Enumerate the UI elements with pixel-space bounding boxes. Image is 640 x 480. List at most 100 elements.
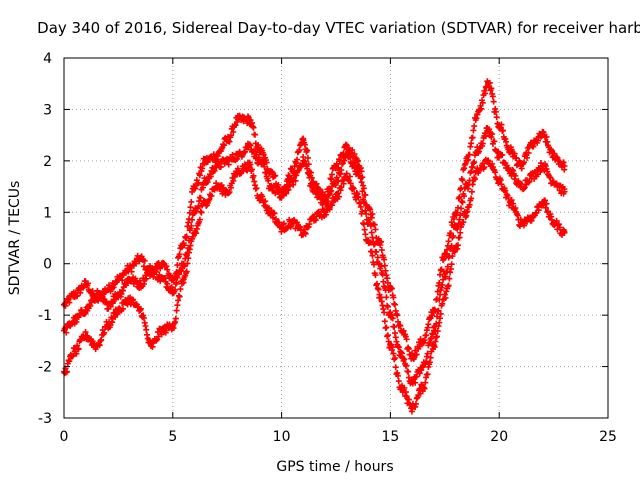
y-axis-label: SDTVAR / TECUs	[7, 181, 23, 296]
trace-marker	[446, 275, 453, 282]
trace-marker	[405, 368, 412, 375]
trace-marker	[313, 188, 320, 195]
trace-marker	[176, 251, 183, 258]
trace-marker	[454, 242, 461, 249]
trace-marker	[335, 164, 342, 171]
trace-marker	[249, 166, 256, 173]
trace-marker	[463, 212, 470, 219]
trace-marker	[369, 210, 376, 217]
series-lower-trace	[61, 156, 568, 415]
trace-marker	[384, 332, 391, 339]
trace-marker	[173, 279, 180, 286]
trace-marker	[208, 192, 215, 199]
trace-marker	[413, 351, 420, 358]
x-tick-label: 0	[60, 429, 69, 445]
trace-marker	[349, 147, 356, 154]
trace-marker	[228, 132, 235, 139]
trace-marker	[442, 294, 449, 301]
trace-marker	[500, 127, 507, 134]
trace-marker	[405, 345, 412, 352]
chart-title: Day 340 of 2016, Sidereal Day-to-day VTE…	[37, 19, 640, 37]
trace-marker	[408, 408, 415, 415]
trace-marker	[434, 288, 441, 295]
trace-marker	[416, 343, 423, 350]
trace-marker	[521, 184, 528, 191]
trace-marker	[525, 149, 532, 156]
trace-marker	[457, 229, 464, 236]
trace-marker	[181, 263, 188, 270]
trace-marker	[183, 268, 190, 275]
trace-marker	[367, 206, 374, 213]
trace-marker	[101, 329, 108, 336]
trace-marker	[195, 203, 202, 210]
trace-marker	[304, 147, 311, 154]
trace-marker	[524, 154, 531, 161]
trace-marker	[292, 177, 299, 184]
trace-marker	[561, 186, 568, 193]
x-tick-label: 10	[273, 429, 291, 445]
trace-marker	[300, 135, 307, 142]
trace-marker	[358, 179, 365, 186]
data-series	[61, 78, 568, 415]
trace-marker	[372, 226, 379, 233]
trace-marker	[304, 154, 311, 161]
series-middle-trace	[61, 124, 568, 387]
trace-marker	[234, 155, 241, 162]
trace-marker	[253, 185, 260, 192]
trace-marker	[433, 333, 440, 340]
trace-marker	[502, 187, 509, 194]
trace-marker	[332, 181, 339, 188]
trace-marker	[250, 172, 257, 179]
trace-marker	[369, 252, 376, 259]
trace-marker	[140, 263, 147, 270]
trace-marker	[479, 140, 486, 147]
trace-marker	[343, 170, 350, 177]
plot-frame	[63, 57, 609, 419]
trace-marker	[169, 323, 176, 330]
trace-marker	[486, 126, 493, 133]
trace-marker	[176, 293, 183, 300]
trace-marker	[174, 262, 181, 269]
trace-marker	[462, 160, 469, 167]
trace-marker	[489, 131, 496, 138]
trace-marker	[441, 291, 448, 298]
trace-marker	[528, 217, 535, 224]
trace-marker	[485, 157, 492, 164]
trace-marker	[468, 195, 475, 202]
trace-marker	[383, 324, 390, 331]
trace-marker	[280, 220, 287, 227]
trace-marker	[189, 216, 196, 223]
trace-marker	[468, 188, 475, 195]
trace-marker	[521, 159, 528, 166]
trace-marker	[445, 238, 452, 245]
trace-marker	[434, 328, 441, 335]
trace-marker	[457, 212, 464, 219]
trace-marker	[207, 173, 214, 180]
trace-marker	[493, 114, 500, 121]
trace-marker	[359, 208, 366, 215]
trace-marker	[412, 379, 419, 386]
trace-marker	[73, 318, 80, 325]
trace-marker	[153, 268, 160, 275]
trace-marker	[168, 284, 175, 291]
trace-marker	[384, 303, 391, 310]
trace-marker	[508, 197, 515, 204]
trace-marker	[285, 186, 292, 193]
trace-marker	[367, 239, 374, 246]
y-tick-label: 0	[43, 257, 52, 273]
trace-marker	[521, 222, 528, 229]
trace-marker	[247, 161, 254, 168]
trace-marker	[360, 221, 367, 228]
trace-marker	[561, 166, 568, 173]
trace-marker	[556, 224, 563, 231]
trace-marker	[188, 198, 195, 205]
trace-marker	[230, 177, 237, 184]
trace-marker	[445, 282, 452, 289]
trace-marker	[456, 194, 463, 201]
trace-marker	[181, 242, 188, 249]
trace-marker	[412, 400, 419, 407]
trace-marker	[425, 321, 432, 328]
trace-marker	[471, 176, 478, 183]
trace-marker	[551, 150, 558, 157]
